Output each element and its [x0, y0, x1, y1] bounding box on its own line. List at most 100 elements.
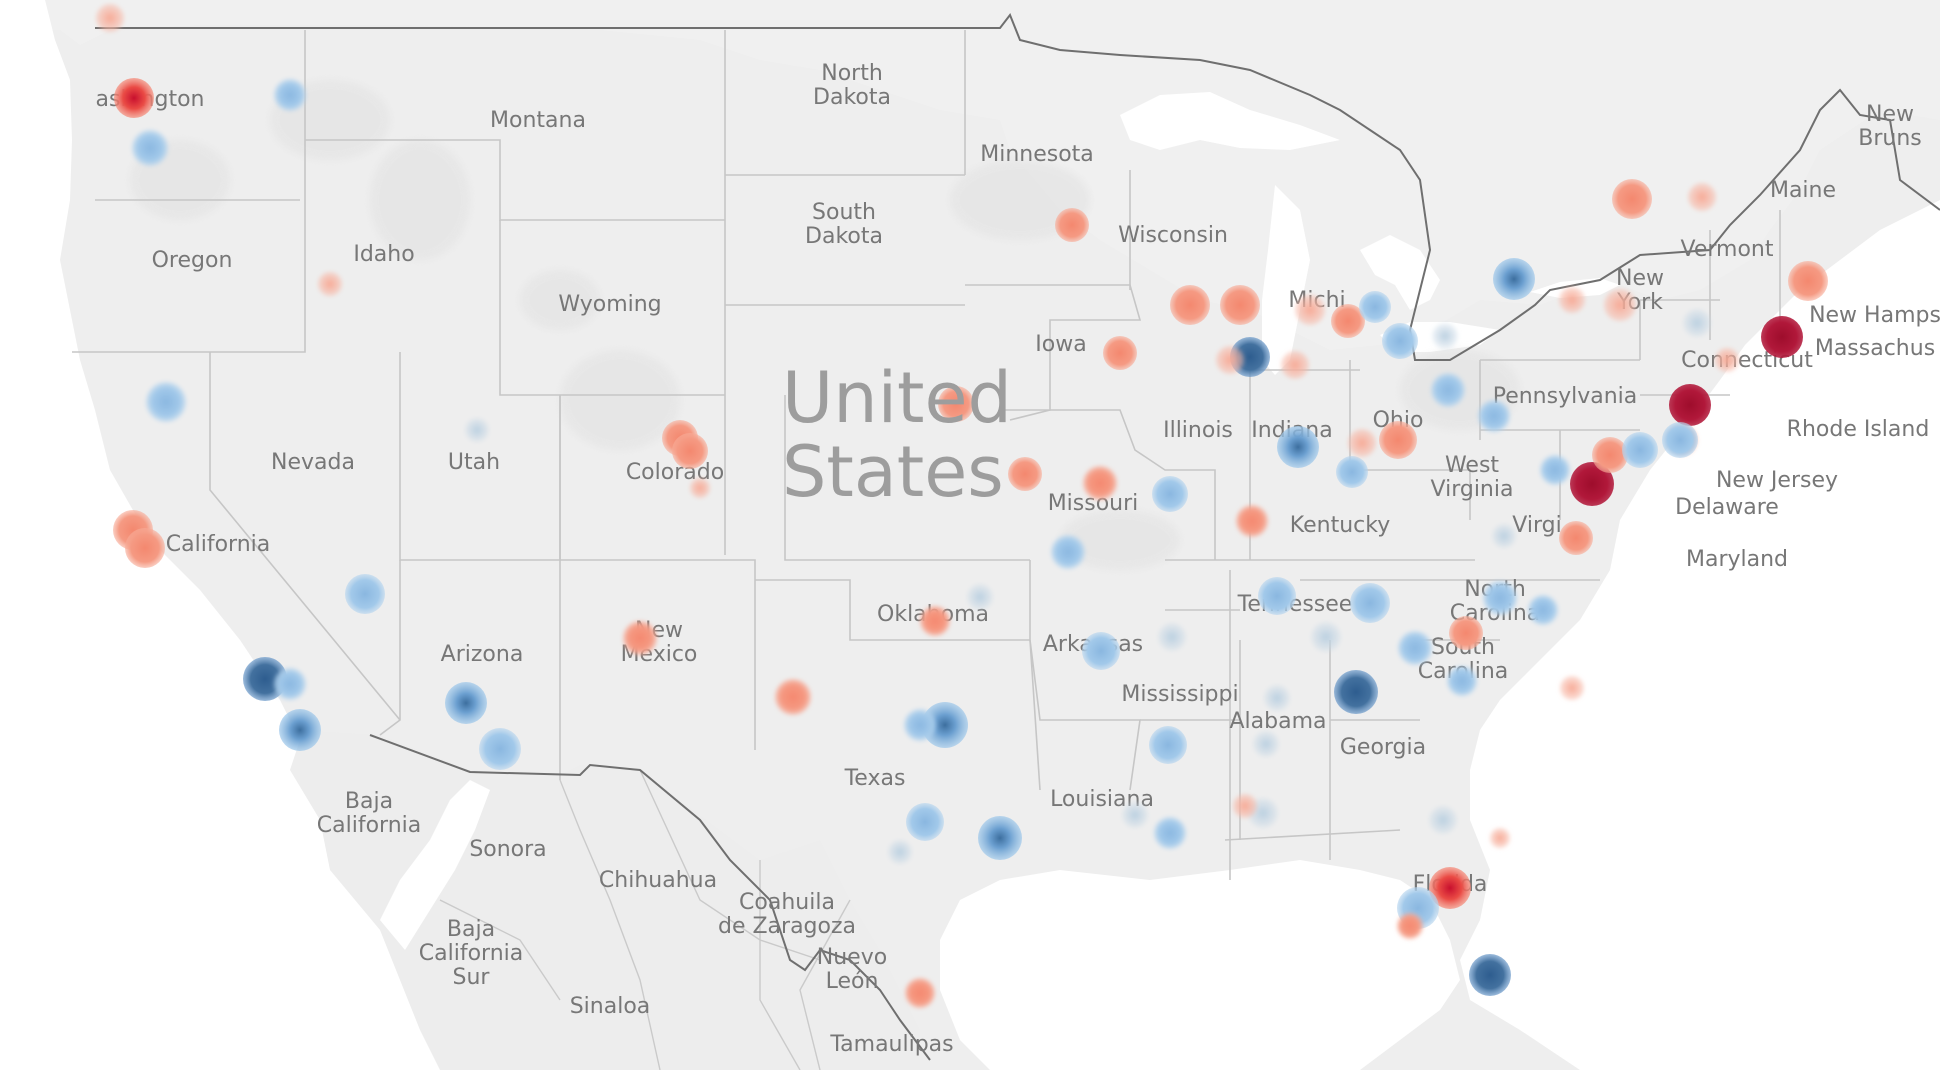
data-point[interactable] — [274, 79, 306, 111]
data-point[interactable] — [479, 728, 521, 770]
data-point[interactable] — [1662, 422, 1698, 458]
region-label-utah: Utah — [448, 450, 500, 475]
data-point[interactable] — [445, 682, 487, 724]
data-point[interactable] — [922, 702, 968, 748]
data-point[interactable] — [967, 584, 993, 610]
data-point[interactable] — [1281, 351, 1309, 379]
data-point[interactable] — [1559, 287, 1585, 313]
data-point[interactable] — [1331, 304, 1365, 338]
region-label-line: Idaho — [353, 242, 414, 267]
data-point[interactable] — [904, 709, 936, 741]
data-point[interactable] — [1264, 685, 1290, 711]
data-point[interactable] — [1253, 731, 1279, 757]
data-point[interactable] — [279, 709, 321, 751]
data-point[interactable] — [1149, 726, 1187, 764]
region-label-pennsylvania: Pennsylvania — [1493, 384, 1638, 409]
data-point[interactable] — [1382, 323, 1418, 359]
data-point[interactable] — [1216, 346, 1244, 374]
data-point[interactable] — [775, 679, 811, 715]
data-point[interactable] — [920, 606, 950, 636]
data-point[interactable] — [1592, 437, 1628, 473]
data-point[interactable] — [1788, 261, 1828, 301]
data-point[interactable] — [1008, 457, 1042, 491]
data-point[interactable] — [1683, 309, 1711, 337]
data-point[interactable] — [1622, 432, 1658, 468]
data-point[interactable] — [905, 978, 935, 1008]
data-point[interactable] — [125, 528, 165, 568]
data-point[interactable] — [1540, 455, 1570, 485]
data-point[interactable] — [1449, 616, 1483, 650]
data-point[interactable] — [1051, 535, 1085, 569]
data-point[interactable] — [1478, 400, 1510, 432]
data-point[interactable] — [938, 386, 974, 422]
data-point[interactable] — [1152, 476, 1188, 512]
data-point[interactable] — [96, 4, 124, 32]
region-label-north-dakota: North Dakota — [813, 61, 891, 110]
data-point[interactable] — [1429, 806, 1457, 834]
data-point[interactable] — [1170, 285, 1210, 325]
data-point[interactable] — [1761, 316, 1803, 358]
data-point[interactable] — [1669, 384, 1711, 426]
data-point[interactable] — [1559, 521, 1593, 555]
data-point[interactable] — [1570, 462, 1614, 506]
data-point[interactable] — [1082, 632, 1120, 670]
data-point[interactable] — [672, 433, 708, 469]
data-point[interactable] — [1715, 348, 1739, 372]
data-point[interactable] — [1258, 577, 1296, 615]
data-point[interactable] — [1432, 323, 1458, 349]
region-label-new-jersey: New Jersey — [1716, 468, 1838, 493]
data-point[interactable] — [1277, 426, 1319, 468]
data-point[interactable] — [465, 418, 489, 442]
region-label-line: Sonora — [469, 837, 546, 862]
data-point[interactable] — [978, 816, 1022, 860]
data-point[interactable] — [1490, 828, 1510, 848]
data-point[interactable] — [1560, 676, 1584, 700]
data-point[interactable] — [318, 272, 342, 296]
data-point[interactable] — [1083, 466, 1117, 500]
data-point[interactable] — [1431, 373, 1465, 407]
data-point[interactable] — [1469, 954, 1511, 996]
data-point[interactable] — [1492, 524, 1516, 548]
region-label-line: de Zaragoza — [718, 914, 856, 939]
data-point[interactable] — [1236, 505, 1268, 537]
data-point[interactable] — [132, 130, 168, 166]
data-point[interactable] — [690, 478, 710, 498]
data-point[interactable] — [1103, 336, 1137, 370]
data-point[interactable] — [114, 78, 154, 118]
data-point[interactable] — [1158, 623, 1186, 651]
data-point[interactable] — [906, 803, 944, 841]
data-point[interactable] — [623, 621, 657, 655]
data-point[interactable] — [1154, 817, 1186, 849]
data-point[interactable] — [1311, 622, 1341, 652]
data-point[interactable] — [1429, 867, 1471, 909]
data-point[interactable] — [1397, 913, 1423, 939]
data-point[interactable] — [1348, 429, 1376, 457]
data-point[interactable] — [274, 668, 306, 700]
data-point[interactable] — [1220, 285, 1260, 325]
data-point[interactable] — [1350, 583, 1390, 623]
data-point[interactable] — [1604, 289, 1636, 321]
region-label-line: California — [317, 813, 421, 838]
region-label-line: California — [419, 941, 523, 966]
data-point[interactable] — [1528, 595, 1558, 625]
data-point[interactable] — [1336, 456, 1368, 488]
data-point[interactable] — [1359, 291, 1391, 323]
data-point[interactable] — [1379, 421, 1417, 459]
region-label-arizona: Arizona — [441, 642, 524, 667]
data-point[interactable] — [1447, 666, 1477, 696]
data-point[interactable] — [1483, 581, 1517, 615]
data-point[interactable] — [146, 382, 186, 422]
region-label-nuevo-leon: Nuevo León — [817, 945, 887, 994]
data-point[interactable] — [1233, 794, 1257, 818]
data-point[interactable] — [345, 574, 385, 614]
data-point[interactable] — [1295, 295, 1325, 325]
data-point[interactable] — [1122, 802, 1148, 828]
data-point[interactable] — [1398, 631, 1432, 665]
data-point[interactable] — [1688, 183, 1716, 211]
data-point[interactable] — [1612, 179, 1652, 219]
data-point[interactable] — [1334, 670, 1378, 714]
data-point[interactable] — [888, 840, 912, 864]
data-point[interactable] — [1493, 258, 1535, 300]
data-point[interactable] — [1055, 208, 1089, 242]
